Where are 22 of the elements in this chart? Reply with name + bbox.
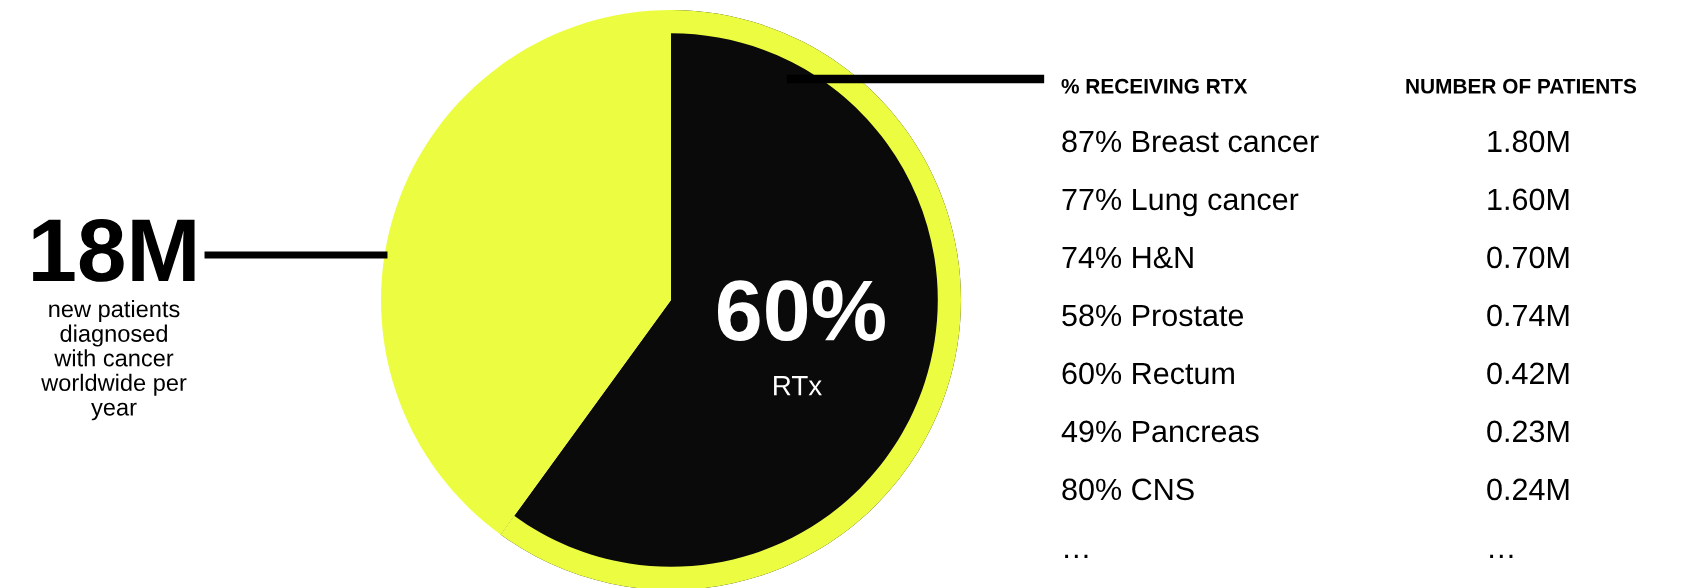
slice-label: RTx bbox=[774, 376, 822, 396]
text: 0.74M bbox=[1487, 304, 1569, 327]
text: … bbox=[1490, 554, 1513, 558]
text: 49% Pancreas bbox=[1061, 420, 1259, 443]
text: 1.60M bbox=[1488, 188, 1569, 211]
text: 0.42M bbox=[1487, 362, 1569, 385]
text: % RECEIVING RTX bbox=[1061, 78, 1248, 94]
text: 87% Breast cancer bbox=[1062, 130, 1319, 153]
text: 0.23M bbox=[1487, 420, 1569, 443]
text: 80% CNS bbox=[1062, 478, 1194, 501]
text: 1.80M bbox=[1488, 130, 1569, 153]
text: new patients diagnosed with cancer worldwide per year bbox=[41, 300, 187, 421]
text: … bbox=[1065, 554, 1088, 558]
text: 18M bbox=[33, 218, 195, 282]
text: 0.24M bbox=[1487, 478, 1569, 501]
text: 0.70M bbox=[1487, 246, 1569, 269]
text: 77% Lung cancer bbox=[1062, 188, 1299, 217]
text: 74% H&N bbox=[1062, 246, 1193, 269]
text: 60% Rectum bbox=[1062, 362, 1234, 385]
text: NUMBER OF PATIENTS bbox=[1406, 78, 1637, 94]
data-label: 60% bbox=[717, 280, 885, 342]
text: 58% Prostate bbox=[1062, 304, 1244, 327]
